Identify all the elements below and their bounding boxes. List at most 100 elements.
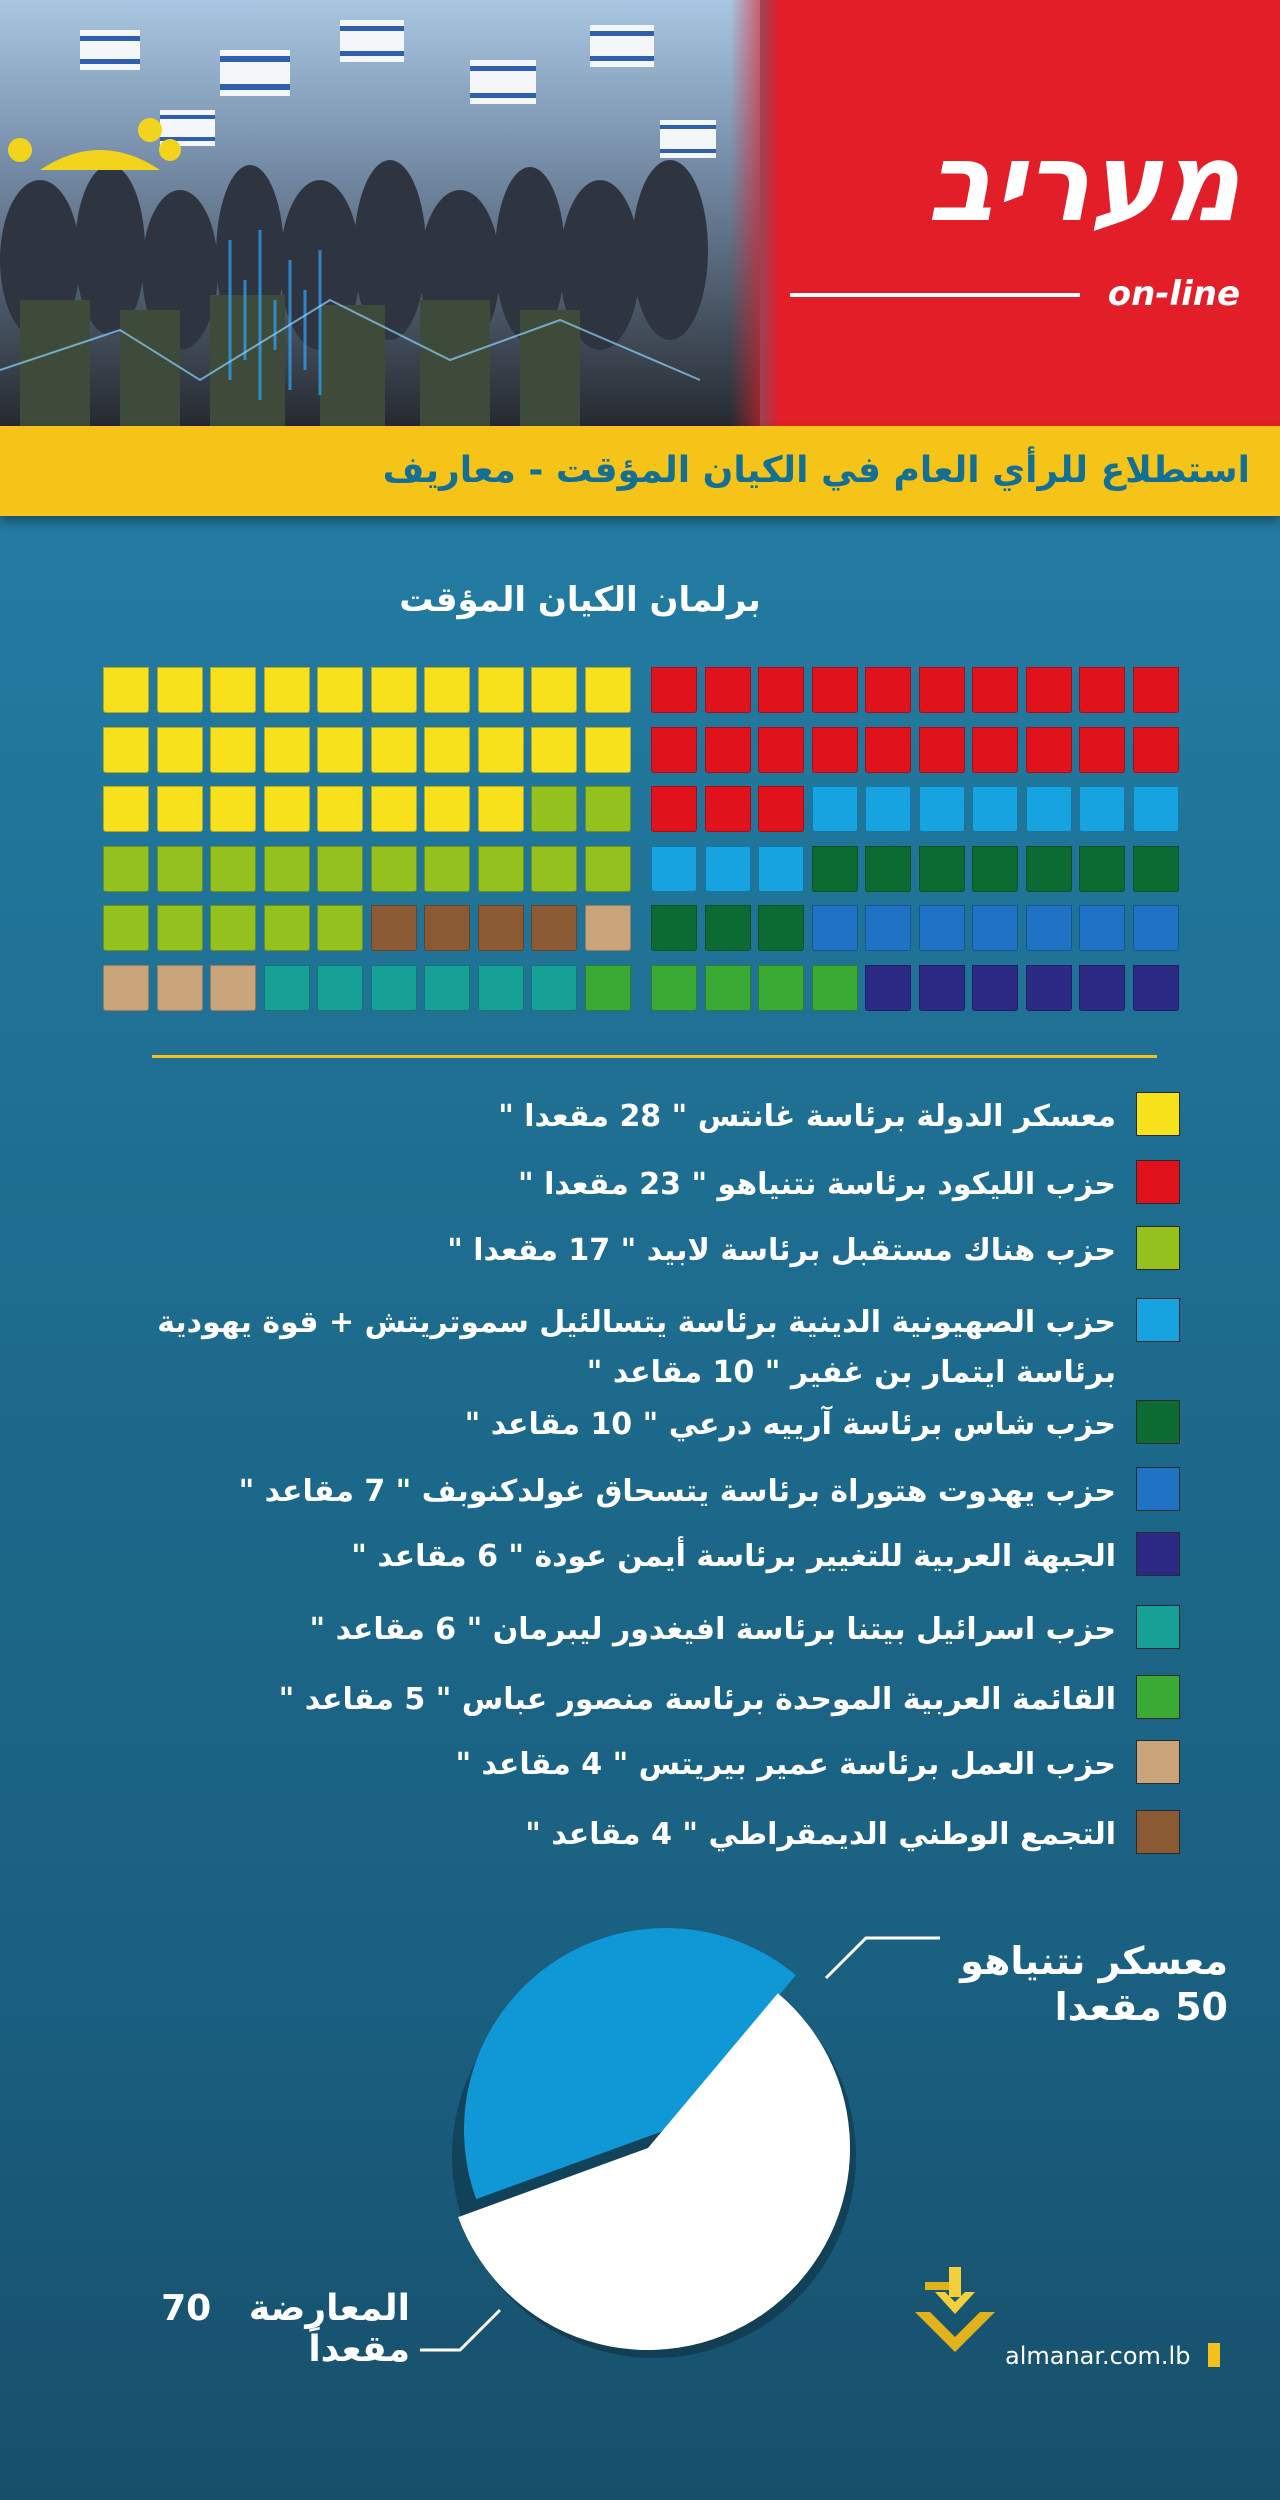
seat-1 xyxy=(210,786,256,832)
legend-item: حزب يهدوت هتوراة برئاسة يتسحاق غولدكنوبف… xyxy=(50,1467,1180,1517)
seat-6 xyxy=(918,905,965,951)
legend-swatch xyxy=(1136,1092,1180,1136)
legend-label: حزب يهدوت هتوراة برئاسة يتسحاق غولدكنوبف… xyxy=(238,1474,1116,1509)
seat-5 xyxy=(972,845,1018,892)
seat-9 xyxy=(651,964,697,1011)
seat-5 xyxy=(704,905,751,951)
seat-1 xyxy=(103,726,149,773)
seat-4 xyxy=(811,786,858,832)
seat-11 xyxy=(477,905,524,951)
brand-accent-bar xyxy=(1208,2343,1220,2367)
legend-label: معسكر الدولة برئاسة غانتس " 28 مقعدا " xyxy=(498,1099,1116,1134)
seat-2 xyxy=(704,726,751,773)
seat-4 xyxy=(1132,786,1179,832)
seat-3 xyxy=(263,905,310,951)
seat-5 xyxy=(651,905,697,951)
legend-item: معسكر الدولة برئاسة غانتس " 28 مقعدا " xyxy=(50,1092,1180,1142)
seat-3 xyxy=(317,905,363,951)
seat-1 xyxy=(156,786,203,832)
seat-1 xyxy=(263,726,310,773)
seat-3 xyxy=(103,905,149,951)
legend-item: القائمة العربية الموحدة برئاسة منصور عبا… xyxy=(50,1675,1180,1725)
maariv-logo-text: מעריב xyxy=(927,121,1240,246)
seat-3 xyxy=(103,845,149,892)
legend-item: حزب اسرائيل بيتنا برئاسة افيغدور ليبرمان… xyxy=(50,1605,1180,1655)
legend-swatch xyxy=(1136,1160,1180,1204)
legend-label: القائمة العربية الموحدة برئاسة منصور عبا… xyxy=(278,1682,1116,1717)
title-band: استطلاع للرأي العام في الكيان المؤقت - م… xyxy=(0,426,1280,516)
seat-7 xyxy=(1132,964,1179,1011)
seat-3 xyxy=(156,845,203,892)
seat-1 xyxy=(210,667,256,713)
seat-3 xyxy=(156,905,203,951)
seat-3 xyxy=(424,845,470,892)
seat-1 xyxy=(210,726,256,773)
seat-6 xyxy=(811,905,858,951)
seat-2 xyxy=(1079,726,1125,773)
seat-1 xyxy=(263,786,310,832)
brand-url: almanar.com.lb xyxy=(1005,2342,1191,2370)
seat-2 xyxy=(1132,726,1179,773)
seat-2 xyxy=(1132,667,1179,713)
legend-item: حزب الليكود برئاسة نتنياهو " 23 مقعدا " xyxy=(50,1160,1180,1210)
seat-4 xyxy=(972,786,1018,832)
legend-label: حزب شاس برئاسة آرييه درعي " 10 مقاعد " xyxy=(464,1407,1116,1442)
seat-2 xyxy=(918,726,965,773)
seat-6 xyxy=(972,905,1018,951)
seat-6 xyxy=(1132,905,1179,951)
seat-2 xyxy=(651,786,697,832)
seat-4 xyxy=(865,786,911,832)
netanyahu-camp-label: معسكر نتنياهو 50 مقعدا xyxy=(960,1938,1228,2030)
seat-1 xyxy=(317,786,363,832)
seat-10 xyxy=(584,905,631,951)
seat-9 xyxy=(758,964,804,1011)
seat-2 xyxy=(704,786,751,832)
legend-label: حزب العمل برئاسة عمير بيريتس " 4 مقاعد " xyxy=(455,1747,1116,1782)
legend-swatch xyxy=(1136,1226,1180,1270)
seat-9 xyxy=(584,964,631,1011)
seat-9 xyxy=(704,964,751,1011)
seat-4 xyxy=(1025,786,1072,832)
legend-label: الجبهة العربية للتغيير برئاسة أيمن عودة … xyxy=(351,1539,1116,1574)
legend-swatch xyxy=(1136,1810,1180,1854)
seat-3 xyxy=(263,845,310,892)
seat-10 xyxy=(156,964,203,1011)
legend-swatch xyxy=(1136,1740,1180,1784)
parliament-title: برلمان الكيان المؤقت xyxy=(399,580,761,620)
seat-6 xyxy=(1079,905,1125,951)
seat-5 xyxy=(918,845,965,892)
maariv-logo-panel xyxy=(730,0,1280,426)
seat-5 xyxy=(1079,845,1125,892)
seat-3 xyxy=(210,905,256,951)
seat-1 xyxy=(317,726,363,773)
seat-2 xyxy=(1025,667,1072,713)
seat-11 xyxy=(531,905,577,951)
seat-1 xyxy=(103,786,149,832)
seat-1 xyxy=(317,667,363,713)
seat-1 xyxy=(156,667,203,713)
pie-svg xyxy=(420,1928,940,2358)
netanyahu-camp-name: معسكر نتنياهو xyxy=(960,1939,1228,1983)
seat-1 xyxy=(584,667,631,713)
seat-4 xyxy=(758,845,804,892)
seat-4 xyxy=(651,845,697,892)
seat-2 xyxy=(758,786,804,832)
legend-swatch xyxy=(1136,1675,1180,1719)
netanyahu-camp-seats: 50 مقعدا xyxy=(1054,1985,1228,2029)
seat-2 xyxy=(651,726,697,773)
seat-8 xyxy=(263,964,310,1011)
seat-8 xyxy=(317,964,363,1011)
opposition-seats: 70 مقعداً xyxy=(161,2288,410,2370)
seat-2 xyxy=(811,726,858,773)
almanar-logo-icon xyxy=(915,2267,995,2352)
seat-2 xyxy=(704,667,751,713)
legend-item: حزب هناك مستقبل برئاسة لابيد " 17 مقعدا … xyxy=(50,1226,1180,1276)
pie-leader-line xyxy=(824,1936,940,1980)
maariv-logo-subtitle: on-line xyxy=(1107,274,1240,314)
seat-11 xyxy=(424,905,470,951)
legend-label: حزب هناك مستقبل برئاسة لابيد " 17 مقعدا … xyxy=(447,1233,1116,1268)
legend-item: حزب شاس برئاسة آرييه درعي " 10 مقاعد " xyxy=(50,1400,1180,1450)
seat-6 xyxy=(865,905,911,951)
seat-1 xyxy=(156,726,203,773)
